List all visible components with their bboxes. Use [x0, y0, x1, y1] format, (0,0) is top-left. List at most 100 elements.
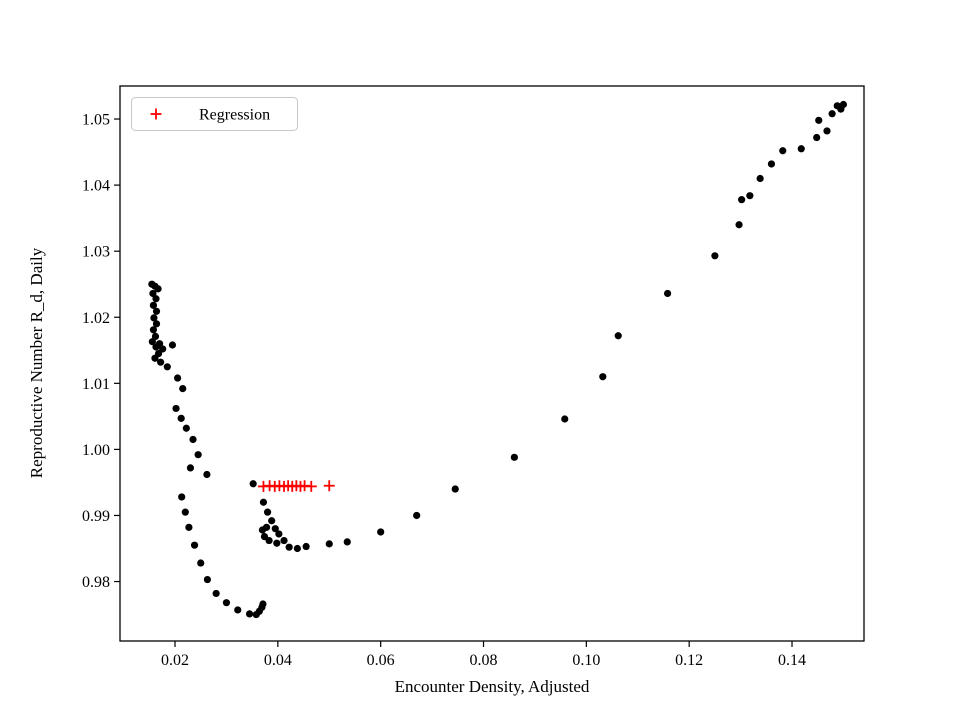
data-point: [815, 116, 823, 124]
data-point: [154, 285, 162, 293]
data-point: [285, 543, 293, 551]
data-point: [280, 536, 288, 545]
data-point: [212, 589, 220, 598]
data-point: [155, 340, 164, 348]
data-point: [510, 453, 518, 461]
data-point: [265, 536, 273, 545]
x-tick-label: 0.08: [470, 652, 498, 669]
legend: Regression: [131, 97, 298, 131]
data-point: [182, 424, 190, 432]
legend-box: [131, 97, 298, 131]
data-point: [259, 600, 267, 608]
data-point: [177, 414, 185, 422]
data-point: [273, 539, 281, 547]
data-point: [152, 320, 161, 328]
x-tick-label: 0.14: [778, 652, 806, 669]
data-point: [151, 354, 159, 362]
data-point: [599, 373, 607, 381]
data-point: [172, 404, 180, 413]
data-point: [159, 345, 167, 353]
data-point: [271, 525, 279, 533]
data-point: [343, 538, 351, 546]
data-point: [735, 221, 743, 229]
data-point: [325, 540, 333, 548]
data-point: [173, 374, 182, 382]
data-point: [779, 147, 787, 155]
data-point: [197, 559, 205, 567]
x-tick-label: 0.12: [675, 652, 703, 669]
data-point: [190, 541, 199, 549]
data-point: [149, 301, 158, 309]
scatter-points: [148, 100, 848, 619]
data-point: [157, 358, 165, 366]
data-point: [149, 326, 158, 334]
y-axis-label: Reproductive Number R_d, Daily: [27, 247, 46, 478]
data-point: [828, 110, 836, 118]
data-point: [738, 196, 746, 204]
y-tick-label: 1.02: [82, 310, 110, 327]
data-point: [203, 575, 212, 584]
axes-frame: [119, 85, 865, 642]
data-point: [189, 435, 197, 444]
data-point: [561, 415, 569, 423]
x-tick-label: 0.10: [572, 652, 600, 669]
data-point: [203, 470, 211, 479]
data-point: [150, 314, 158, 322]
data-point: [413, 511, 421, 520]
data-point: [302, 542, 310, 551]
data-point: [234, 606, 242, 614]
data-point: [259, 498, 268, 506]
data-point: [839, 100, 848, 109]
data-point: [823, 127, 831, 135]
legend-entry-label: Regression: [199, 107, 270, 124]
data-point: [797, 145, 805, 153]
y-tick-label: 1.05: [82, 112, 110, 129]
data-point: [245, 610, 254, 618]
data-point: [377, 528, 385, 536]
x-tick-label: 0.04: [264, 652, 292, 669]
x-tick-label: 0.06: [367, 652, 395, 669]
data-point: [262, 523, 271, 531]
data-point: [275, 530, 283, 538]
y-tick-label: 0.99: [82, 508, 110, 525]
data-point: [163, 363, 171, 371]
data-point: [249, 480, 257, 488]
data-point: [293, 544, 301, 553]
regression-point: [305, 480, 317, 492]
y-tick-label: 1.01: [82, 376, 110, 393]
data-point: [194, 451, 202, 459]
data-point: [168, 341, 177, 349]
data-point: [746, 192, 754, 200]
data-point: [148, 338, 156, 346]
data-point: [186, 464, 195, 472]
data-point: [185, 523, 193, 531]
x-axis-ticks: 0.02 0.04 0.06 0.08 0.10 0.12 0.14: [161, 641, 806, 669]
data-point: [152, 295, 160, 303]
data-point: [151, 332, 160, 341]
data-point: [268, 517, 276, 525]
data-point: [181, 508, 189, 516]
data-point: [663, 289, 672, 298]
data-point: [149, 289, 157, 298]
data-point: [451, 485, 459, 493]
data-point: [756, 174, 764, 183]
x-tick-label: 0.02: [161, 652, 189, 669]
data-point: [614, 332, 622, 340]
y-tick-label: 1.04: [82, 178, 110, 195]
regression-legend-marker-icon: [150, 108, 162, 120]
data-point: [711, 252, 719, 260]
regression-point: [323, 480, 335, 492]
data-point: [178, 493, 186, 501]
data-point: [263, 508, 272, 516]
y-axis-ticks: 0.98 0.99 1.00 1.01 1.02 1.03 1.04 1.05: [82, 112, 120, 591]
data-point: [152, 307, 161, 315]
regression-markers: [257, 480, 335, 492]
x-axis-label: Encounter Density, Adjusted: [395, 677, 590, 696]
y-tick-label: 1.00: [82, 442, 110, 459]
data-point: [179, 385, 187, 393]
y-tick-label: 1.03: [82, 244, 110, 261]
data-point: [222, 599, 231, 607]
data-point: [813, 133, 821, 142]
